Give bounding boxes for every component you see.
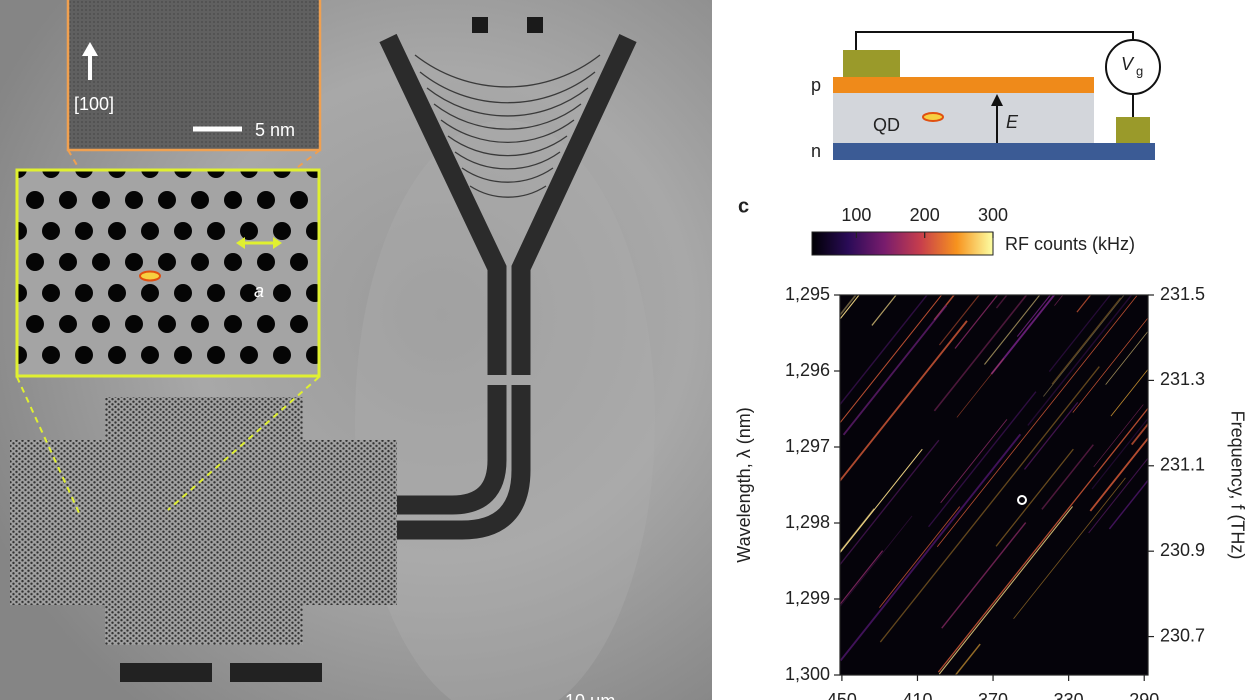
n-label: n [811, 141, 821, 161]
y-tick-label: 1,298 [785, 512, 830, 532]
heatmap-panel: c RF counts (kHz) Wavelength, λ (nm) Fre… [700, 148, 1250, 700]
streak [940, 419, 1008, 504]
streak [1108, 479, 1148, 530]
gate-label: V [1121, 54, 1135, 74]
y2-tick-label: 231.5 [1160, 284, 1205, 304]
device-schematic: p n QD E V g [811, 31, 1161, 161]
streak [840, 295, 928, 406]
colorbar-label: RF counts (kHz) [1005, 234, 1135, 254]
colorbar-tick-label: 100 [841, 205, 871, 225]
streak [1093, 404, 1144, 468]
y-tick-label: 1,296 [785, 360, 830, 380]
x-tick-label: 410 [902, 690, 932, 700]
streak [840, 508, 875, 553]
streak [1027, 295, 1133, 426]
streak [984, 295, 1041, 365]
streak [787, 606, 825, 653]
streak [941, 522, 1027, 629]
streak [936, 295, 1138, 547]
panel-label: c [738, 195, 749, 217]
y2-tick-label: 230.7 [1160, 625, 1205, 645]
streak [1199, 148, 1250, 315]
sem-image: [100] 5 nm a 10 μm [0, 0, 712, 700]
y2-axis-title: Frequency, f (THz) [1227, 411, 1247, 560]
streak [1041, 444, 1094, 510]
scale-bar-label: 10 μm [565, 691, 615, 700]
marker [1017, 495, 1027, 505]
streak [840, 363, 841, 365]
streak [933, 295, 1028, 412]
y2-tick-label: 230.9 [1160, 540, 1205, 560]
streak [840, 439, 940, 566]
streak [956, 358, 1005, 418]
streak [871, 295, 897, 326]
y2-tick-label: 231.1 [1160, 455, 1205, 475]
x-tick-label: 330 [1054, 690, 1084, 700]
streak [840, 320, 968, 483]
y2-tick-label: 231.3 [1160, 369, 1205, 389]
x-tick-label: 370 [978, 690, 1008, 700]
streak [938, 295, 980, 346]
streak [954, 643, 981, 675]
streak [938, 506, 1073, 675]
lattice-label: a [254, 281, 264, 301]
inset-scale: 5 nm [255, 120, 295, 140]
streak [1048, 295, 1112, 372]
streak [1110, 368, 1148, 417]
colorbar-tick-label: 300 [978, 205, 1008, 225]
streak [744, 419, 812, 504]
streak [840, 550, 884, 606]
streak [879, 366, 1100, 643]
streak [1091, 417, 1148, 490]
streak [1016, 295, 1052, 337]
streak [840, 295, 942, 424]
streak [928, 391, 1037, 528]
streak [842, 304, 948, 436]
y-tick-label: 1,295 [785, 284, 830, 304]
streak [840, 433, 1022, 662]
streak [1105, 330, 1148, 385]
streak [1043, 295, 1125, 397]
colorbar [811, 231, 994, 256]
qd-label: QD [873, 115, 900, 135]
streak [745, 260, 821, 356]
streak [879, 506, 961, 608]
streak [1051, 297, 1121, 385]
streak [1013, 477, 1126, 619]
y-tick-label: 1,299 [785, 588, 830, 608]
streak [700, 332, 828, 493]
streak [1088, 457, 1148, 534]
y-axis-title: Wavelength, λ (nm) [734, 407, 754, 562]
streak [746, 205, 849, 334]
heatmap-streaks [700, 148, 1250, 675]
streak [840, 295, 860, 320]
field-label: E [1006, 112, 1019, 132]
streak [1023, 402, 1079, 470]
streak [1130, 422, 1148, 446]
colorbar-tick-label: 200 [910, 205, 940, 225]
streak [1072, 317, 1148, 413]
p-label: p [811, 75, 821, 95]
x-tick-label: 450 [827, 690, 857, 700]
streak [990, 295, 1056, 375]
inset-direction: [100] [74, 94, 114, 114]
streak [1089, 436, 1148, 512]
x-tick-label: 290 [1129, 690, 1159, 700]
streak [840, 515, 913, 608]
gate-subscript: g [1136, 63, 1143, 78]
streak [995, 448, 1074, 547]
streak [937, 407, 1148, 673]
y-tick-label: 1,300 [785, 664, 830, 684]
streak [954, 295, 999, 349]
y-tick-label: 1,297 [785, 436, 830, 456]
plot-frame [839, 294, 1149, 676]
